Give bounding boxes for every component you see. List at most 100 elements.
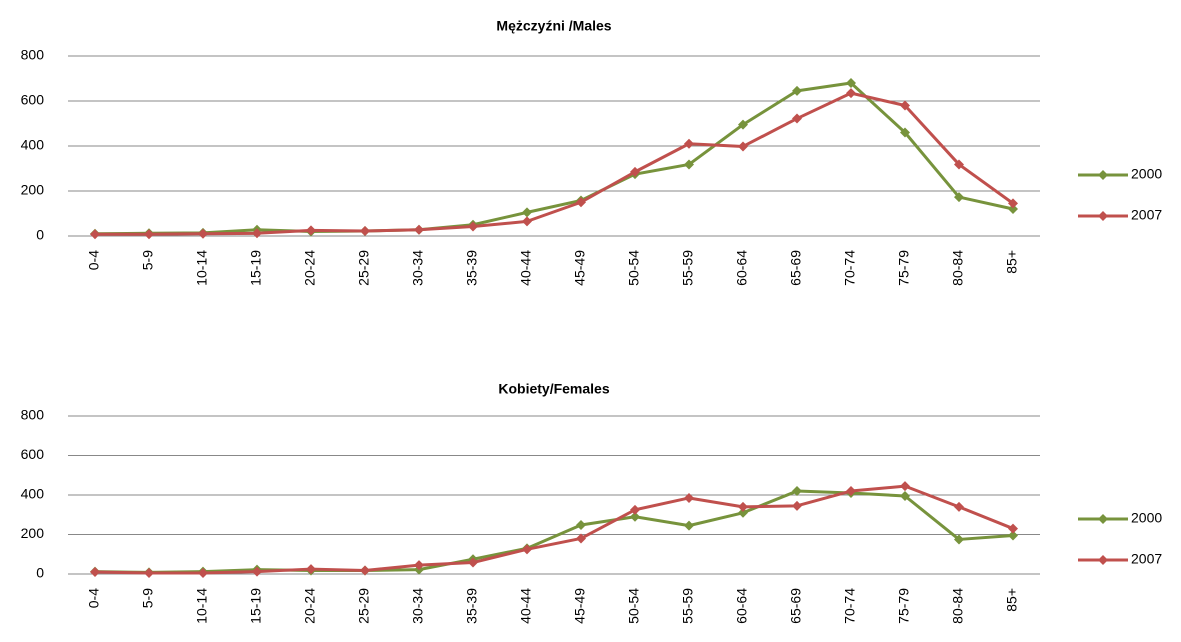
marker (954, 501, 964, 512)
marker (144, 568, 154, 579)
marker (522, 544, 532, 555)
marker (846, 88, 856, 99)
marker (954, 192, 964, 203)
marker (684, 520, 694, 531)
x-tick-label: 35-39 (464, 250, 480, 286)
marker (576, 197, 586, 208)
marker (738, 119, 748, 130)
marker (900, 481, 910, 492)
marker (900, 490, 910, 501)
x-tick-label: 25-29 (356, 250, 372, 286)
y-tick-label: 400 (21, 137, 45, 153)
marker (954, 159, 964, 170)
marker (576, 520, 586, 531)
marker (198, 568, 208, 579)
x-tick-label: 80-84 (950, 250, 966, 286)
x-tick-label: 40-44 (518, 588, 534, 624)
x-tick-label: 65-69 (788, 250, 804, 286)
x-tick-label: 35-39 (464, 588, 480, 624)
x-tick-label: 55-59 (680, 588, 696, 624)
marker (1008, 198, 1018, 209)
series-line (94, 489, 1014, 574)
marker (630, 166, 640, 177)
marker (792, 500, 802, 511)
series-line (94, 81, 1014, 236)
x-tick-label: 80-84 (950, 588, 966, 624)
y-tick-label: 600 (21, 92, 45, 108)
y-tick-label: 200 (21, 182, 45, 198)
marker (684, 159, 694, 170)
x-tick-label: 0-4 (86, 588, 102, 608)
series-line (94, 484, 1014, 575)
marker (1008, 204, 1018, 214)
marker (468, 221, 478, 232)
legend-label: 2000 (1131, 166, 1162, 182)
y-tick-label: 400 (21, 486, 45, 502)
legend-label: 2007 (1131, 207, 1162, 223)
marker (252, 228, 262, 239)
marker (198, 228, 208, 239)
marker (846, 78, 856, 88)
marker (522, 216, 532, 227)
marker (792, 486, 802, 497)
chart-title: Kobiety/Females (498, 381, 609, 397)
x-tick-label: 55-59 (680, 250, 696, 286)
marker (954, 534, 964, 545)
marker (738, 501, 748, 512)
x-tick-label: 15-19 (248, 588, 264, 624)
x-tick-label: 50-54 (626, 588, 642, 624)
legend-label: 2007 (1131, 551, 1162, 567)
marker (846, 486, 856, 497)
x-tick-label: 85+ (1004, 588, 1020, 612)
x-tick-label: 70-74 (842, 250, 858, 286)
marker (900, 100, 910, 111)
marker (468, 557, 478, 568)
marker (738, 507, 748, 518)
x-tick-label: 60-64 (734, 588, 750, 624)
x-tick-label: 5-9 (140, 250, 156, 270)
marker (360, 565, 370, 576)
marker (1008, 530, 1018, 541)
x-tick-label: 30-34 (410, 250, 426, 286)
chart-title: Mężczyźni /Males (496, 18, 611, 34)
marker (792, 113, 802, 124)
marker (900, 127, 910, 138)
legend-label: 2000 (1131, 510, 1162, 526)
y-tick-label: 0 (36, 227, 44, 243)
x-tick-label: 75-79 (896, 250, 912, 286)
marker (144, 229, 154, 240)
marker (684, 138, 694, 149)
x-tick-label: 45-49 (572, 588, 588, 624)
marker (792, 85, 802, 96)
marker (414, 560, 424, 571)
marker (414, 224, 424, 235)
marker (738, 141, 748, 152)
x-tick-label: 45-49 (572, 250, 588, 286)
x-tick-label: 20-24 (302, 588, 318, 624)
marker (630, 511, 640, 522)
marker (522, 207, 532, 218)
x-tick-label: 60-64 (734, 250, 750, 286)
x-tick-label: 50-54 (626, 250, 642, 286)
y-tick-label: 800 (21, 47, 45, 63)
legend-marker (1098, 170, 1108, 180)
x-tick-label: 30-34 (410, 588, 426, 624)
x-tick-label: 65-69 (788, 588, 804, 624)
x-tick-label: 25-29 (356, 588, 372, 624)
x-tick-label: 0-4 (86, 250, 102, 270)
marker (90, 229, 100, 240)
y-tick-label: 200 (21, 525, 45, 541)
x-tick-label: 70-74 (842, 588, 858, 624)
marker (684, 492, 694, 503)
x-tick-label: 10-14 (194, 588, 210, 624)
legend-marker (1098, 514, 1108, 524)
marker (90, 567, 100, 578)
x-tick-label: 20-24 (302, 250, 318, 286)
marker (306, 564, 316, 575)
x-tick-label: 85+ (1004, 250, 1020, 274)
marker (630, 504, 640, 515)
y-tick-label: 0 (36, 565, 44, 581)
y-tick-label: 800 (21, 407, 45, 423)
marker (360, 226, 370, 237)
